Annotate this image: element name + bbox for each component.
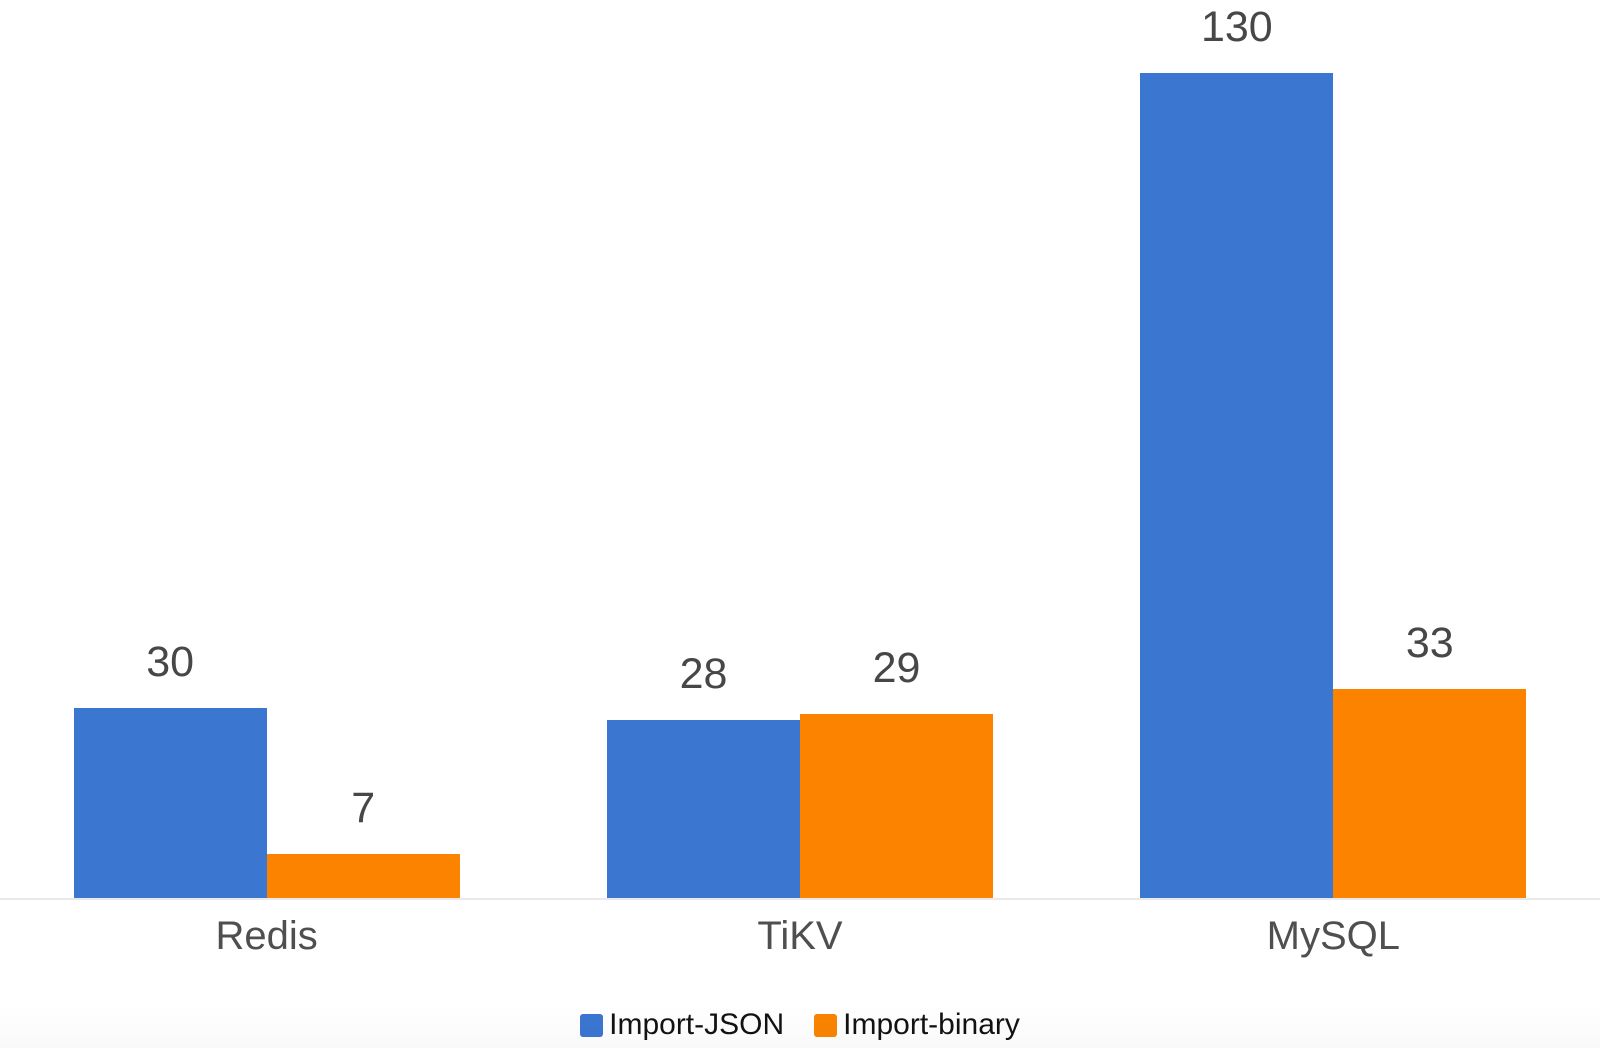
plot-area: 30 7 28 29 130 33	[0, 0, 1600, 900]
import-json-bar-redis	[73, 708, 267, 898]
legend-label-import-json: Import-JSON	[609, 1008, 785, 1041]
value-label-import-json-redis: 30	[146, 638, 195, 686]
legend-label-import-binary: Import-binary	[843, 1008, 1020, 1041]
bar-group-tikv: 28 29	[533, 0, 1066, 898]
import-binary-bar-mysql	[1333, 689, 1527, 898]
legend-swatch-icon	[814, 1013, 838, 1037]
category-label-redis: Redis	[215, 914, 318, 958]
value-label-import-binary-redis: 7	[351, 784, 376, 832]
bar-column-import-binary-mysql: 33	[1333, 0, 1527, 898]
bar-group-mysql: 130 33	[1067, 0, 1600, 898]
legend-item-import-binary: Import-binary	[814, 1010, 1020, 1040]
category-axis: Redis TiKV MySQL	[0, 902, 1600, 960]
bar-group-redis: 30 7	[0, 0, 533, 898]
category-label-tikv: TiKV	[757, 914, 843, 958]
bar-column-import-json-tikv: 28	[606, 0, 800, 898]
category-label-mysql: MySQL	[1266, 914, 1400, 958]
bar-column-import-binary-redis: 7	[266, 0, 460, 898]
import-binary-bar-redis	[266, 854, 460, 898]
legend-item-import-json: Import-JSON	[580, 1010, 784, 1040]
legend: Import-JSON Import-binary	[0, 1010, 1600, 1040]
value-label-import-binary-mysql: 33	[1405, 619, 1454, 667]
import-json-bar-tikv	[606, 720, 800, 898]
value-label-import-json-mysql: 130	[1200, 3, 1273, 51]
bar-column-import-json-mysql: 130	[1140, 0, 1334, 898]
import-json-bar-mysql	[1140, 73, 1334, 898]
legend-swatch-icon	[580, 1013, 604, 1037]
import-binary-bar-tikv	[799, 714, 993, 898]
value-label-import-json-tikv: 28	[679, 650, 728, 698]
value-label-import-binary-tikv: 29	[872, 644, 921, 692]
bar-column-import-json-redis: 30	[73, 0, 267, 898]
bar-column-import-binary-tikv: 29	[799, 0, 993, 898]
